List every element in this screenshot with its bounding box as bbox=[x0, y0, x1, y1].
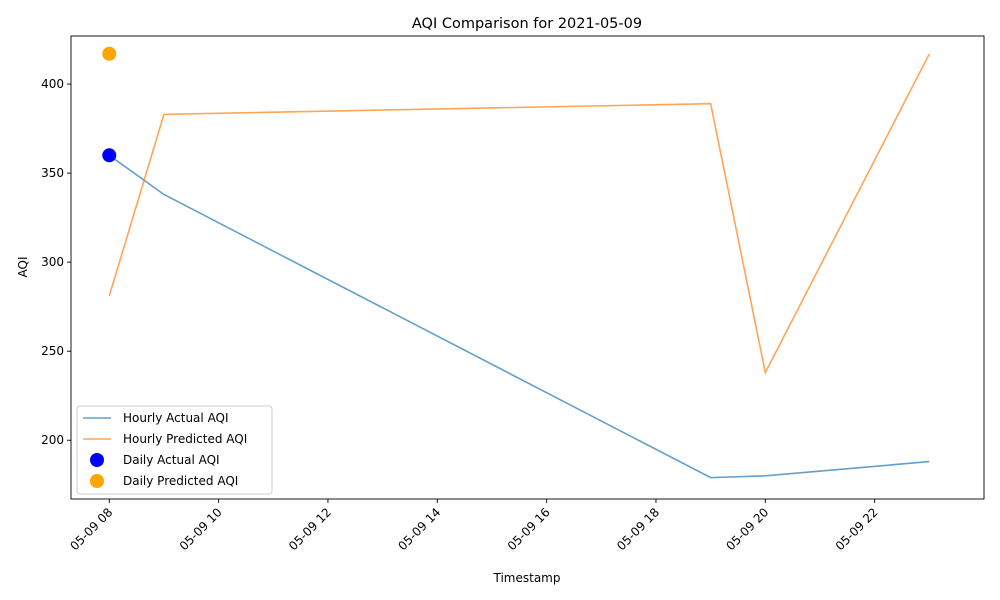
legend: Hourly Actual AQI Hourly Predicted AQI Dai… bbox=[76, 405, 273, 495]
legend-entry-label: Daily Predicted AQI bbox=[123, 474, 238, 488]
scatter-point-3 bbox=[102, 46, 117, 61]
x-tick-label: 05-09 12 bbox=[286, 505, 334, 553]
y-tick-label: 400 bbox=[41, 77, 64, 91]
legend-entry-label: Daily Actual AQI bbox=[123, 453, 220, 467]
x-tick-label: 05-09 10 bbox=[177, 505, 225, 553]
x-tick-label: 05-09 18 bbox=[614, 505, 662, 553]
plot-area bbox=[102, 46, 931, 479]
x-tick-label: 05-09 14 bbox=[395, 505, 443, 553]
series-line-0 bbox=[108, 154, 930, 479]
legend-entry-label: Hourly Actual AQI bbox=[123, 411, 229, 425]
y-tick-label: 350 bbox=[41, 166, 64, 180]
series-line-1 bbox=[108, 53, 931, 375]
x-tick-label: 05-09 22 bbox=[833, 505, 881, 553]
legend-box bbox=[76, 405, 273, 495]
plot-frame bbox=[70, 35, 985, 500]
legend-entry-label: Hourly Predicted AQI bbox=[123, 432, 247, 446]
y-tick-label: 300 bbox=[41, 255, 64, 269]
x-axis-label: Timestamp bbox=[493, 571, 561, 585]
legend-marker-swatch bbox=[90, 474, 104, 488]
x-tick-label: 05-09 20 bbox=[723, 505, 771, 553]
legend-marker-swatch bbox=[90, 453, 104, 467]
scatter-point-2 bbox=[102, 148, 117, 163]
x-axis: 05-09 08 05-09 10 05-09 12 05-09 14 05-09 16… bbox=[67, 499, 881, 553]
chart-title: AQI Comparison for 2021-05-09 bbox=[412, 16, 642, 32]
x-tick-label: 05-09 16 bbox=[505, 505, 553, 553]
y-axis-label: AQI bbox=[16, 257, 30, 278]
x-tick-label: 05-09 08 bbox=[67, 505, 115, 553]
y-tick-label: 200 bbox=[41, 433, 64, 447]
y-axis: 200 250 300 350 400 bbox=[41, 77, 71, 447]
y-tick-label: 250 bbox=[41, 344, 64, 358]
